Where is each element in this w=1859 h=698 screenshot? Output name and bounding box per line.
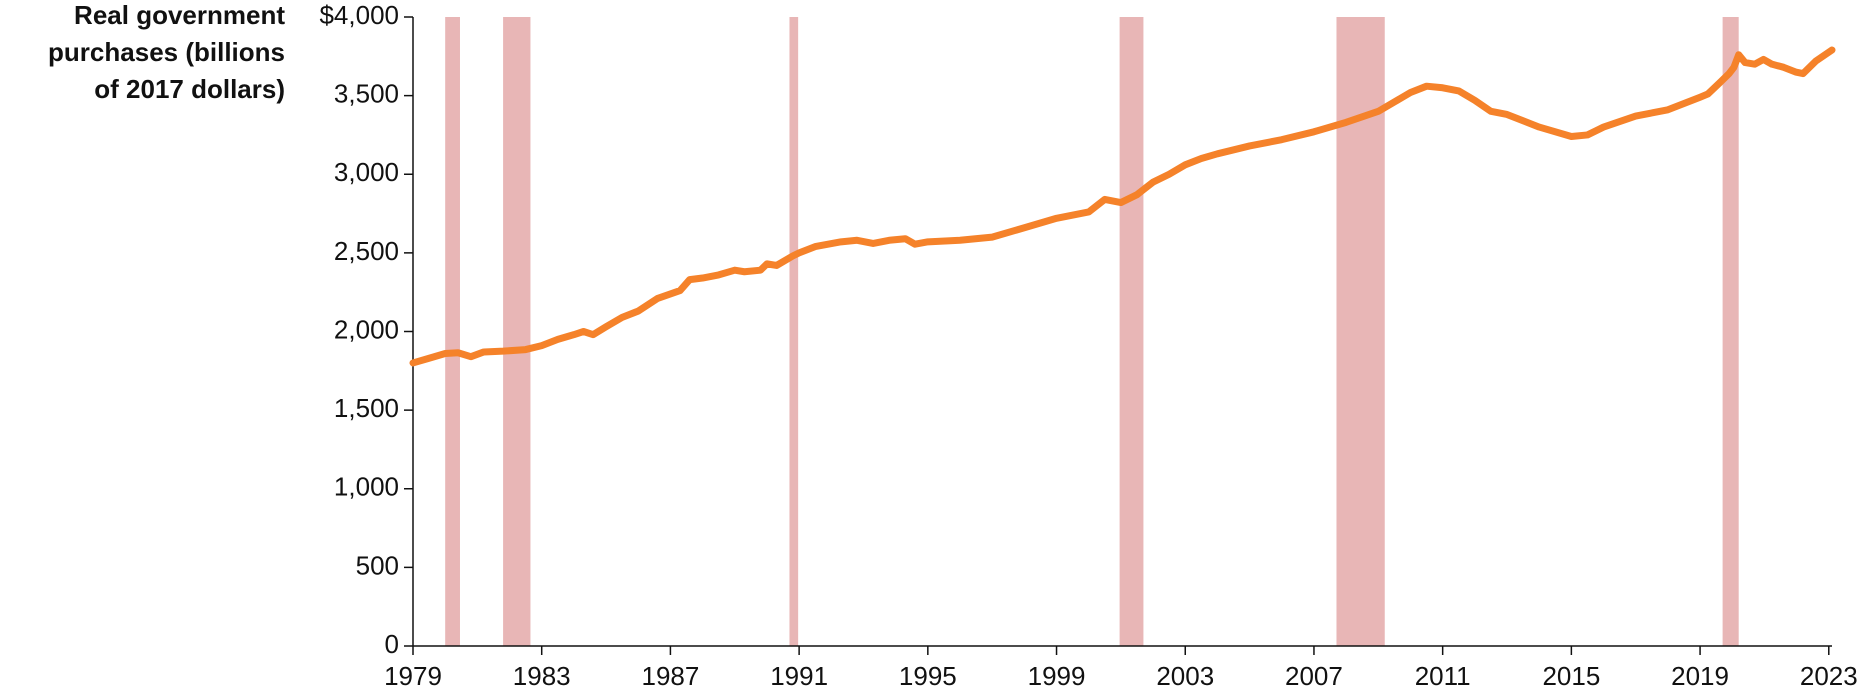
recession-band — [1119, 17, 1144, 646]
y-axis-label: purchases (billions — [48, 37, 285, 67]
recession-band — [1722, 17, 1739, 646]
x-tick-label: 1991 — [770, 661, 828, 691]
y-axis-label: of 2017 dollars) — [94, 74, 285, 104]
data-line — [409, 46, 1836, 367]
recession-band — [503, 17, 531, 646]
y-tick-label: $4,000 — [319, 0, 399, 30]
x-tick-label: 1983 — [513, 661, 571, 691]
y-tick-label: 3,500 — [334, 79, 399, 109]
x-tick-label: 2011 — [1415, 661, 1471, 691]
y-tick-label: 1,500 — [334, 393, 399, 423]
x-tick-label: 2015 — [1542, 661, 1600, 691]
y-tick-label: 2,000 — [334, 314, 399, 344]
x-tick-label: 2023 — [1800, 661, 1858, 691]
recession-band — [445, 17, 460, 646]
x-tick-label: 2003 — [1156, 661, 1214, 691]
y-axis-label: Real government — [74, 0, 285, 30]
y-tick-label: 500 — [356, 550, 399, 580]
x-tick-label: 1995 — [899, 661, 957, 691]
x-tick-label: 2019 — [1671, 661, 1729, 691]
y-tick-label: 0 — [385, 629, 399, 659]
x-tick-label: 2007 — [1285, 661, 1343, 691]
y-tick-label: 2,500 — [334, 236, 399, 266]
x-tick-label: 1987 — [641, 661, 699, 691]
recession-band — [789, 17, 799, 646]
y-tick-label: 1,000 — [334, 472, 399, 502]
x-tick-label: 1979 — [384, 661, 442, 691]
y-tick-label: 3,000 — [334, 157, 399, 187]
x-tick-label: 1999 — [1028, 661, 1086, 691]
